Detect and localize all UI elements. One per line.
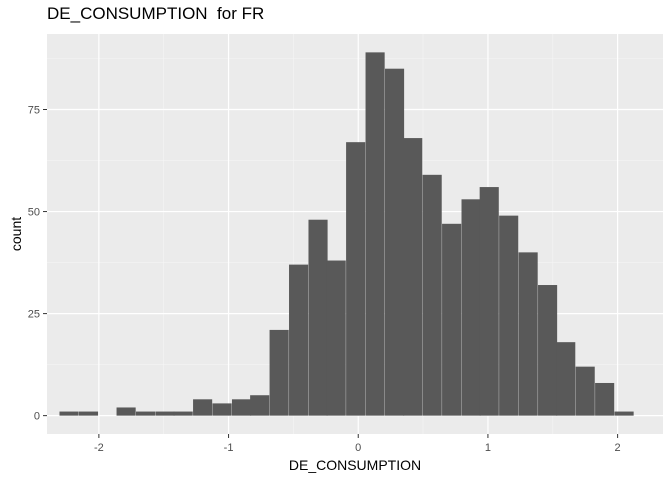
x-tick-label: 0 (355, 442, 361, 454)
x-tick-label: 1 (485, 442, 491, 454)
histogram-bar (365, 52, 385, 416)
y-axis: 0 25 50 75 (28, 105, 47, 423)
histogram-bar (136, 411, 156, 416)
histogram-bar (595, 382, 615, 416)
histogram-bar (442, 223, 462, 416)
histogram-bar (269, 329, 289, 416)
histogram-bar (518, 252, 538, 416)
histogram-bar (250, 395, 270, 416)
histogram-bar (461, 199, 481, 416)
x-tick-label: 2 (615, 442, 621, 454)
y-tick-label: 25 (28, 309, 40, 321)
histogram-bar (231, 399, 252, 416)
histogram-bar (155, 411, 175, 416)
y-axis-title: count (8, 217, 24, 251)
histogram-bar (538, 285, 558, 416)
histogram-bar (499, 215, 519, 416)
histogram-bar (326, 260, 346, 416)
histogram-bar (575, 366, 595, 416)
histogram-bar (403, 138, 423, 416)
histogram-bar (556, 342, 576, 416)
chart-title: DE_CONSUMPTION for FR (47, 4, 265, 23)
histogram-bar (173, 411, 193, 416)
y-tick-label: 0 (34, 411, 40, 423)
histogram-bar (614, 411, 634, 416)
histogram-bar (308, 219, 328, 416)
histogram-bar (346, 142, 366, 416)
x-axis-title: DE_CONSUMPTION (289, 457, 421, 473)
y-tick-label: 50 (28, 207, 40, 219)
histogram-bar (212, 403, 232, 416)
histogram-bar (78, 411, 99, 416)
histogram-bar (289, 264, 309, 416)
histogram-bar (59, 411, 79, 416)
histogram-bar (384, 68, 405, 416)
histogram-bars (59, 52, 634, 416)
histogram-bar (193, 399, 213, 416)
histogram-bar (116, 407, 136, 416)
x-tick-label: -2 (94, 442, 104, 454)
histogram-bar (422, 174, 442, 416)
x-axis: -2 -1 0 1 2 (94, 434, 621, 454)
y-tick-label: 75 (28, 105, 40, 117)
histogram-bar (479, 187, 499, 416)
x-tick-label: -1 (224, 442, 234, 454)
